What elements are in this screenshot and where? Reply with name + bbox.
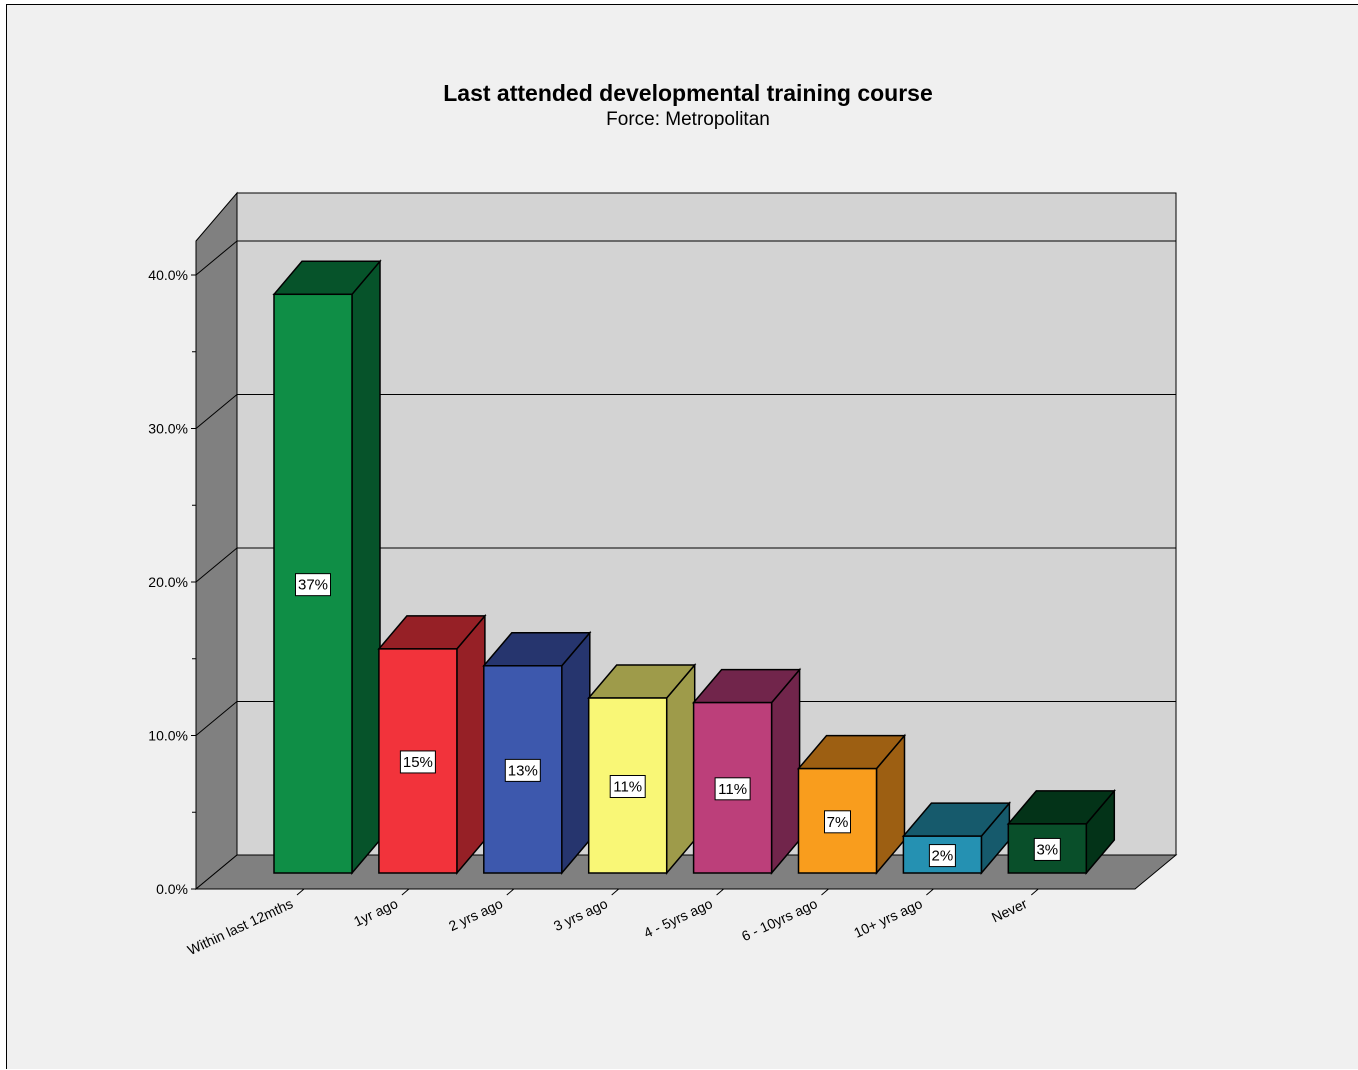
bar-0 xyxy=(272,259,382,876)
x-tick-label: Within last 12mths xyxy=(185,895,295,958)
data-label-text: 11% xyxy=(613,779,642,796)
x-tick xyxy=(716,888,724,896)
data-label-box xyxy=(504,758,541,782)
bar-side xyxy=(770,667,801,876)
gridline-side xyxy=(195,394,238,429)
y-tick-label: 0.0% xyxy=(156,881,188,897)
data-label-text: 13% xyxy=(508,762,538,779)
data-label-text: 11% xyxy=(718,781,747,798)
data-label: 11% xyxy=(609,775,646,799)
x-tick-label: 4 - 5yrs ago xyxy=(641,895,715,941)
bar-3 xyxy=(587,662,697,876)
bar-chart: Last attended developmental training cou… xyxy=(148,80,1178,958)
data-labels: 37% 15% 13% 11% 11% 7% 2% 3% xyxy=(295,573,1061,868)
y-tick-label: 30.0% xyxy=(148,421,188,437)
data-label-text: 2% xyxy=(932,848,954,865)
bar-side xyxy=(456,613,486,876)
side-wall xyxy=(195,191,238,891)
data-label: 3% xyxy=(1033,837,1061,861)
x-tick-label: 3 yrs ago xyxy=(551,895,610,934)
data-label: 11% xyxy=(714,777,751,801)
x-tick xyxy=(611,888,620,896)
bar-1 xyxy=(377,613,487,876)
data-label-box xyxy=(714,777,751,801)
gridlines xyxy=(195,240,1176,736)
gridline-side xyxy=(195,701,238,736)
bars xyxy=(272,259,1116,876)
x-tick-label: 6 - 10yrs ago xyxy=(739,895,820,944)
data-label-box xyxy=(824,810,851,834)
bar-5 xyxy=(796,733,907,876)
x-tick-label: 10+ yrs ago xyxy=(851,895,925,941)
data-label: 7% xyxy=(824,810,851,834)
x-tick xyxy=(506,888,515,896)
bar-side xyxy=(351,259,381,876)
x-tick-label: Never xyxy=(989,895,1030,925)
data-label: 13% xyxy=(504,758,541,782)
data-label-box xyxy=(295,573,331,597)
data-label-text: 37% xyxy=(298,577,328,594)
gridline-side xyxy=(195,547,238,583)
bar-2 xyxy=(482,630,592,876)
bar-4 xyxy=(691,667,802,876)
data-label: 15% xyxy=(399,750,436,774)
chart-title: Last attended developmental training cou… xyxy=(443,80,933,106)
chart-subtitle: Force: Metropolitan xyxy=(606,109,770,130)
x-tick xyxy=(926,888,934,896)
x-tick xyxy=(296,888,305,896)
x-tick xyxy=(821,888,829,896)
data-label-box xyxy=(399,750,436,774)
y-tick-label: 20.0% xyxy=(148,574,188,590)
x-tick xyxy=(401,888,410,896)
data-label-box xyxy=(928,844,956,868)
x-tick xyxy=(1030,888,1039,896)
x-axis-labels: Within last 12mths 1yr ago 2 yrs ago 3 yrs … xyxy=(185,888,1039,958)
data-label-text: 15% xyxy=(403,754,433,771)
bar-side xyxy=(665,662,696,876)
chart-frame: Last attended developmental training cou… xyxy=(6,4,1358,1069)
y-tick-label: 10.0% xyxy=(148,728,188,744)
data-label-text: 3% xyxy=(1036,841,1058,858)
data-label-text: 7% xyxy=(827,814,849,831)
data-label-box xyxy=(1033,837,1061,861)
data-label: 37% xyxy=(295,573,331,597)
data-label-box xyxy=(609,775,646,799)
data-label: 2% xyxy=(928,844,956,868)
bar-side xyxy=(561,630,591,876)
gridline-side xyxy=(195,240,238,276)
y-axis: 0.0% 10.0% 20.0% 30.0% 40.0% xyxy=(148,241,197,897)
y-tick-label: 40.0% xyxy=(148,267,188,283)
x-tick-label: 1yr ago xyxy=(351,895,400,929)
x-tick-label: 2 yrs ago xyxy=(446,895,505,934)
